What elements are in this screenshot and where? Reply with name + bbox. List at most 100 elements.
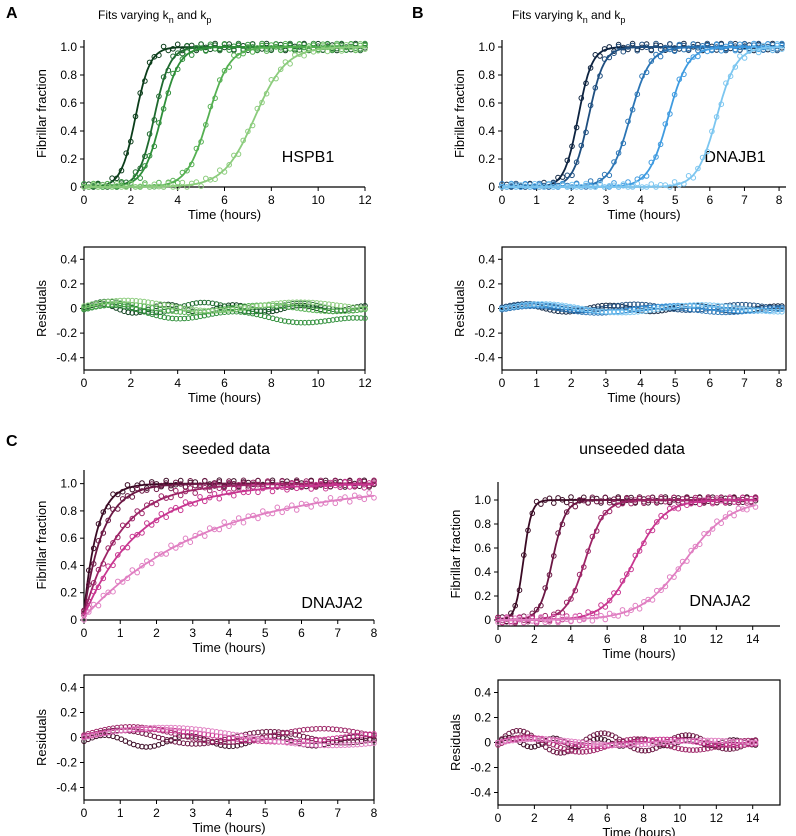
data-point [649,182,654,187]
figure-canvas: A B C Fits varying kn and kp Fits varyin… [0,0,796,836]
x-tick-label: 10 [311,376,325,390]
x-tick-label: 1 [117,626,124,640]
data-point [620,608,625,613]
x-tick-label: 5 [262,806,269,820]
x-tick-label: 7 [741,376,748,390]
data-point [328,496,333,501]
y-tick-label: -0.4 [474,351,495,365]
series-2 [82,41,368,189]
data-point [598,54,603,59]
series-4 [82,41,368,189]
x-tick-label: 8 [371,626,378,640]
data-point [130,568,135,573]
data-point [348,500,353,505]
panel-letter-c: C [6,433,18,450]
data-point [130,495,135,500]
data-point [203,534,208,539]
data-point [159,494,164,499]
y-tick-label: 0.2 [474,589,491,603]
data-point [138,176,143,181]
data-point [738,42,743,47]
x-tick-label: 4 [567,811,574,825]
x-tick-label: 4 [637,193,644,207]
y-tick-label: 0.4 [60,124,77,138]
data-point [362,497,367,502]
x-tick-label: 8 [371,806,378,820]
data-point [199,184,204,189]
y-tick-label: -0.4 [56,781,77,795]
x-tick-label: 1 [533,193,540,207]
y-tick-label: 0.6 [60,96,77,110]
fit-line [502,47,782,187]
x-tick-label: 0 [499,193,506,207]
data-point [256,516,261,521]
chart-label: HSPB1 [282,149,335,166]
data-point [140,511,145,516]
x-axis-label: Time (hours) [192,820,265,835]
data-point [180,180,185,185]
x-tick-label: 7 [334,806,341,820]
data-point [658,54,663,59]
x-tick-label: 3 [189,806,196,820]
panel-c-right-title: unseeded data [579,441,685,458]
data-point [135,509,140,514]
data-point [110,176,115,181]
panel-b-title: Fits varying kn and kp [512,8,625,25]
data-point [696,54,701,59]
x-tick-label: 0 [499,376,506,390]
data-point [149,561,154,566]
x-tick-label: 4 [174,376,181,390]
x-tick-label: 0 [495,632,502,646]
data-point [161,44,166,49]
y-tick-label: -0.2 [474,326,495,340]
data-point [261,509,266,514]
x-tick-label: 2 [153,626,160,640]
data-point [154,502,159,507]
y-tick-label: 0 [484,613,491,627]
data-point [116,579,121,584]
data-point [189,53,194,58]
y-tick-label: 0 [70,180,77,194]
y-tick-label: 0 [70,731,77,745]
chart-label: DNAJA2 [301,595,362,612]
data-point [175,42,180,47]
data-point [159,512,164,517]
data-point [607,173,612,178]
y-tick-label: 0.4 [474,565,491,579]
data-point [198,495,203,500]
x-axis-label: Time (hours) [602,646,675,661]
x-tick-label: 2 [568,193,575,207]
fit-line [84,47,365,187]
data-point [111,492,116,497]
data-point [333,501,338,506]
data-point [232,486,237,491]
data-point [135,570,140,575]
x-axis-label: Time (hours) [607,207,680,222]
data-point [588,179,593,184]
data-point [125,483,130,488]
y-tick-label: 0.2 [60,706,77,720]
y-axis-label: Fibrillar fraction [448,510,463,599]
y-tick-label: -0.2 [56,326,77,340]
x-tick-label: 4 [174,193,181,207]
fit-line [502,47,782,187]
x-tick-label: 5 [672,376,679,390]
y-tick-label: 0.4 [474,686,491,700]
data-point [280,510,285,515]
series-1 [500,41,785,189]
data-point [178,508,183,513]
data-point [188,540,193,545]
y-tick-label: 0.6 [474,541,491,555]
x-axis-label: Time (hours) [188,207,261,222]
x-tick-label: 3 [603,193,610,207]
x-tick-label: 4 [226,806,233,820]
chart-B_res: 012345678-0.4-0.200.20.4Time (hours)Resi… [452,247,786,405]
x-tick-label: 10 [673,811,687,825]
y-tick-label: 0.2 [60,586,77,600]
series-5 [82,298,368,313]
data-point [573,504,578,509]
x-tick-label: 2 [568,376,575,390]
data-point [212,492,217,497]
series-2 [500,41,785,189]
y-tick-label: 1.0 [474,493,491,507]
